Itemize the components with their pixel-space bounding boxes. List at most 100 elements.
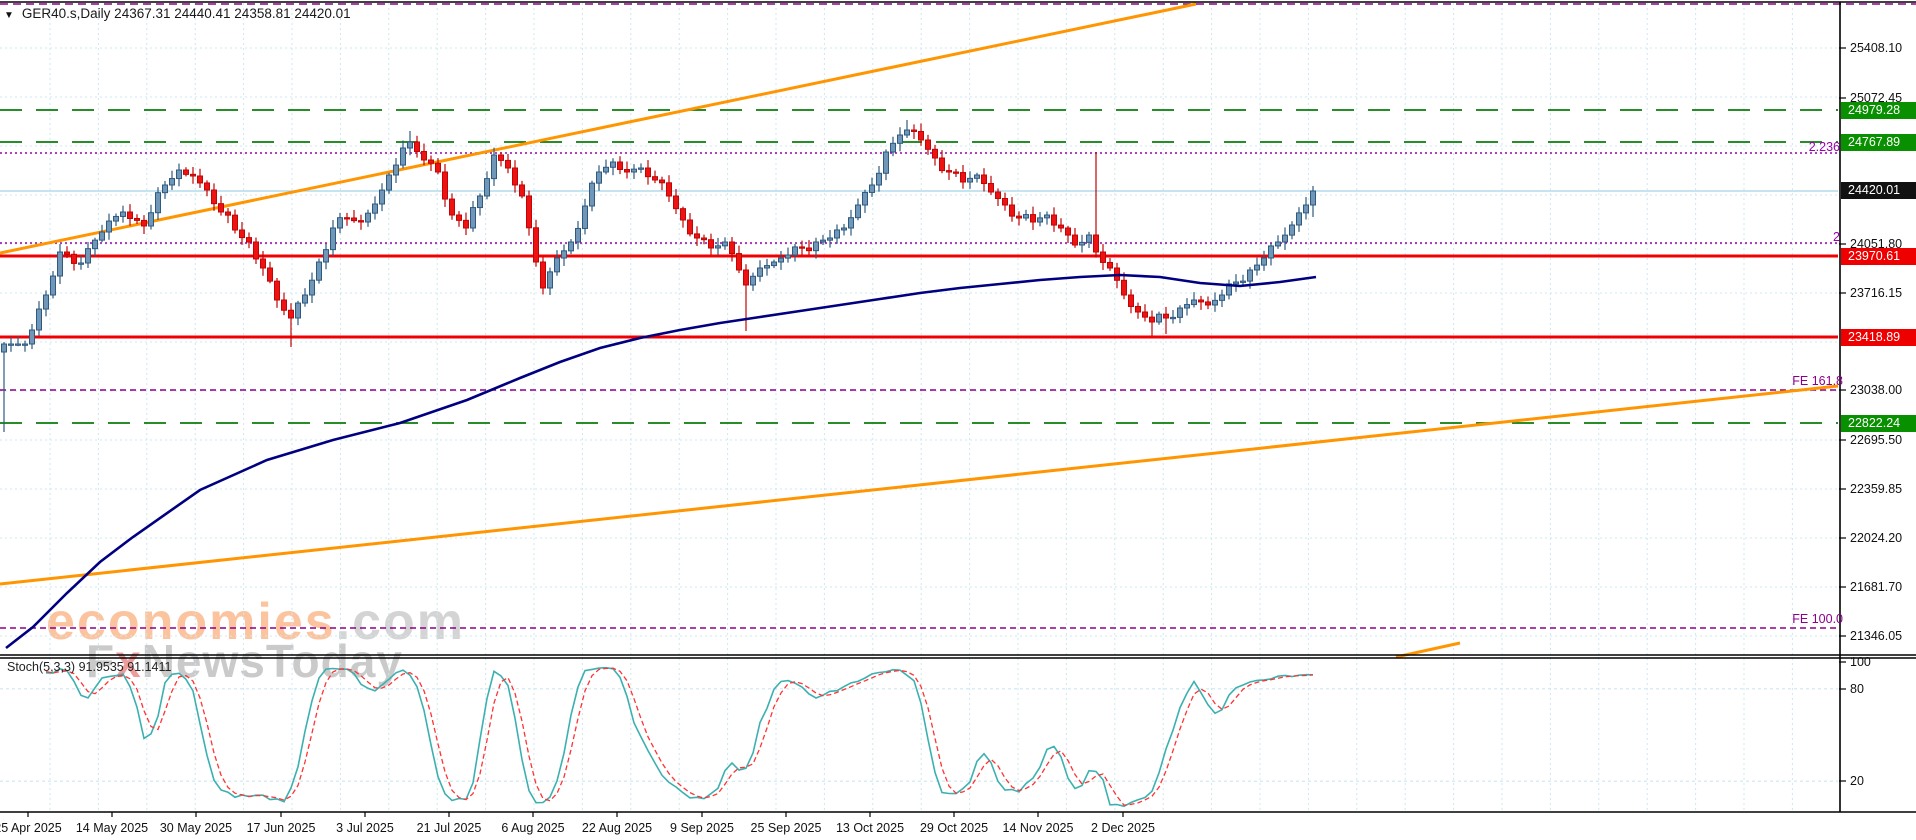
candle: [729, 241, 735, 255]
candle: [260, 258, 266, 269]
watermark-economies-text: economies: [46, 593, 336, 651]
stochastic-indicator-label: Stoch(5,3,3) 91.9535 91.1411: [7, 660, 172, 674]
candle: [1058, 224, 1064, 229]
date-axis-label: 2 Dec 2025: [1091, 821, 1155, 835]
candle: [183, 169, 189, 175]
candle: [169, 178, 175, 186]
candle: [596, 171, 602, 184]
date-axis-label: 22 Aug 2025: [581, 821, 653, 835]
candle: [911, 129, 917, 132]
candle: [372, 203, 378, 214]
candle: [603, 166, 609, 173]
candle: [988, 183, 994, 193]
candle: [246, 237, 252, 243]
candle: [659, 179, 665, 184]
candle: [1128, 294, 1134, 307]
candle: [617, 161, 623, 171]
price-axis-label: 22359.85: [1850, 482, 1903, 496]
candle: [1030, 214, 1036, 223]
candle: [498, 154, 504, 161]
candle: [1037, 217, 1043, 223]
candle: [841, 227, 847, 231]
moving-average-line: [5, 273, 1317, 650]
watermark-com-text: .com: [335, 593, 466, 651]
candle: [582, 205, 588, 229]
candle: [253, 241, 259, 260]
candle: [470, 207, 476, 229]
price-axis-label: 21346.05: [1850, 629, 1903, 643]
candle: [218, 203, 224, 213]
candle: [78, 262, 84, 265]
candle: [1, 343, 7, 353]
candle: [855, 204, 861, 219]
candle: [435, 162, 441, 173]
candle: [890, 142, 896, 153]
candle: [1093, 234, 1099, 253]
candle: [309, 279, 315, 296]
symbol-ohlc-text: GER40.s,Daily 24367.31 24440.41 24358.81…: [21, 6, 351, 21]
candle: [190, 173, 196, 177]
chart-title: ▼ GER40.s,Daily 24367.31 24440.41 24358.8…: [4, 6, 351, 21]
candle: [155, 192, 161, 214]
candle: [925, 139, 931, 150]
candle: [281, 299, 287, 311]
fe-161-label: FE 161.8: [1792, 374, 1843, 388]
date-axis-label: 6 Aug 2025: [501, 821, 565, 835]
fib-2236-label: 2.236: [1808, 140, 1840, 154]
candle: [554, 257, 560, 273]
candle: [1240, 280, 1246, 283]
candle: [141, 219, 147, 227]
candle: [932, 148, 938, 159]
candle: [750, 275, 756, 286]
candle: [1296, 212, 1302, 226]
watermark-economies: economies.com: [46, 592, 465, 652]
candle: [225, 211, 231, 216]
candle: [99, 231, 105, 241]
candle: [897, 134, 903, 144]
candle: [1268, 245, 1274, 259]
candle: [666, 182, 672, 197]
price-axis-label: 22695.50: [1850, 433, 1903, 447]
candle: [400, 147, 406, 166]
candle: [1107, 261, 1113, 269]
candle: [1051, 214, 1057, 226]
candle: [386, 174, 392, 191]
date-axis-label: 21 Jul 2025: [416, 821, 482, 835]
candle: [106, 220, 112, 233]
candle: [953, 171, 959, 174]
candle: [1303, 204, 1309, 214]
fe-100-label: FE 100.0: [1792, 612, 1843, 626]
price-badge: 24767.89: [1841, 133, 1916, 151]
candle: [295, 302, 301, 319]
price-axis-label: 21681.70: [1850, 580, 1903, 594]
candle: [533, 227, 539, 263]
price-badge: 24979.28: [1841, 101, 1916, 119]
candle: [8, 343, 14, 346]
candle: [162, 184, 168, 194]
symbol-dropdown-icon[interactable]: ▼: [4, 10, 14, 21]
candle: [561, 250, 567, 259]
candle: [1163, 313, 1169, 319]
candle: [778, 257, 784, 263]
candle: [449, 198, 455, 216]
candle: [1016, 215, 1022, 219]
candle: [239, 229, 245, 239]
date-axis-label: 17 Jun 2025: [246, 821, 316, 835]
candle: [1100, 251, 1106, 263]
candle: [85, 248, 91, 264]
candle: [1065, 227, 1071, 236]
candle: [120, 211, 126, 217]
candle: [134, 217, 140, 221]
candle: [1079, 241, 1085, 246]
candle: [995, 191, 1001, 199]
candle: [1261, 257, 1267, 266]
candle: [1282, 234, 1288, 243]
candle: [967, 177, 973, 183]
candle: [1170, 316, 1176, 320]
date-axis-label: 25 Sep 2025: [750, 821, 822, 835]
candle: [463, 219, 469, 229]
candle: [1212, 299, 1218, 306]
candle: [862, 191, 868, 206]
candle: [1023, 214, 1029, 219]
